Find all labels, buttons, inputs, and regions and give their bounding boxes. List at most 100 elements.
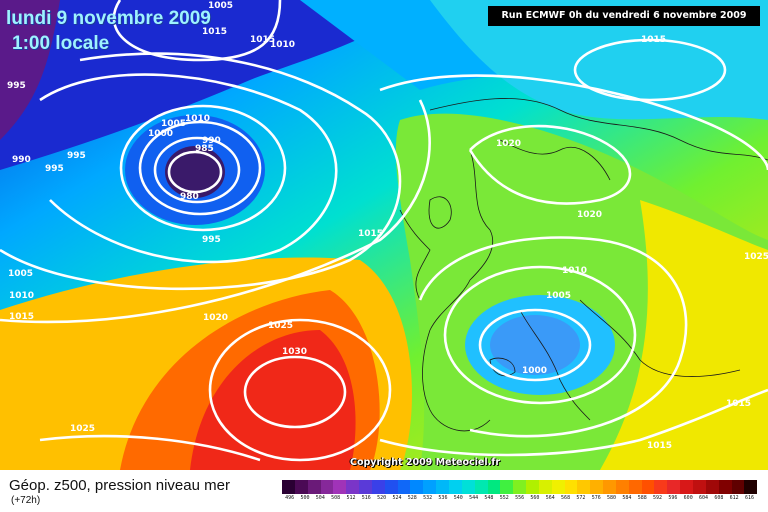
legend-value: 568 (561, 495, 571, 501)
isobar-label: 1015 (641, 35, 666, 45)
isobar-label: 1025 (744, 252, 768, 262)
legend-swatch (487, 480, 501, 494)
isobar-label: 1005 (161, 119, 186, 129)
isobar-label: 1005 (8, 269, 33, 279)
legend-swatch (346, 480, 360, 494)
isobar-label: 1015 (726, 399, 751, 409)
legend-value: 512 (346, 495, 356, 501)
legend-swatch (667, 480, 681, 494)
field-description: Géop. z500, pression niveau mer (9, 477, 230, 494)
legend-swatch (551, 480, 565, 494)
legend-swatch (538, 480, 552, 494)
isobar-label: 1030 (282, 347, 307, 357)
isobar-label: 1020 (496, 139, 521, 149)
legend-value: 508 (331, 495, 341, 501)
legend-swatch (320, 480, 334, 494)
isobar-label: 995 (45, 164, 64, 174)
legend-value: 592 (653, 495, 663, 501)
isobar-label: 1010 (562, 266, 587, 276)
legend-swatch (590, 480, 604, 494)
isobar-label: 980 (180, 192, 199, 202)
very-low-z500-region (0, 0, 60, 140)
legend-value: 500 (300, 495, 310, 501)
legend-swatch (705, 480, 719, 494)
legend-swatch (461, 480, 475, 494)
legend-swatch (641, 480, 655, 494)
legend-value: 560 (530, 495, 540, 501)
legend-value: 564 (545, 495, 555, 501)
isobar-label: 1005 (546, 291, 571, 301)
atlantic-low-core (165, 146, 225, 198)
isobar-label: 1005 (208, 1, 233, 11)
legend-swatch (693, 480, 706, 494)
legend-value: 600 (683, 495, 693, 501)
weather-map: 1005 1015 1015 1010 995 990 995 995 1010… (0, 0, 768, 470)
copyright-notice: Copyright 2009 Meteociel.fr (350, 457, 501, 468)
color-scale-legend: 496 500 504 508 512 516 520 524 528 532 536 540 544 5… (282, 480, 758, 502)
legend-swatch (384, 480, 398, 494)
legend-value: 504 (315, 495, 325, 501)
legend-swatch (436, 480, 449, 494)
isobars (0, 0, 768, 460)
isobar-label: 1025 (268, 321, 293, 331)
legend-swatch (500, 480, 514, 494)
legend-value: 516 (361, 495, 371, 501)
legend-swatch (564, 480, 578, 494)
legend-swatch (513, 480, 527, 494)
legend-value: 588 (637, 495, 647, 501)
legend-value: 576 (591, 495, 601, 501)
isobar-label: 1015 (202, 27, 227, 37)
forecast-local-time: 1:00 locale (12, 33, 110, 54)
legend-value: 520 (377, 495, 387, 501)
legend-swatch (615, 480, 629, 494)
legend-swatch (371, 480, 385, 494)
legend-value: 596 (668, 495, 678, 501)
legend-swatch (718, 480, 732, 494)
lead-time: (+72h) (11, 495, 41, 506)
legend-swatch (333, 480, 347, 494)
legend-value: 540 (453, 495, 463, 501)
isobar-label: 1010 (9, 291, 34, 301)
isobar-label: 985 (195, 144, 214, 154)
legend-swatch (282, 480, 295, 494)
legend-value: 608 (714, 495, 724, 501)
isobar-label: 995 (7, 81, 26, 91)
legend-swatch (744, 480, 758, 494)
legend-value: 604 (699, 495, 709, 501)
legend-swatch (603, 480, 616, 494)
legend-value: 524 (392, 495, 402, 501)
legend-swatch (628, 480, 642, 494)
legend-swatch (307, 480, 321, 494)
isobar-labels: 1005 1015 1015 1010 995 990 995 995 1010… (7, 1, 768, 451)
isobar-label: 1020 (203, 313, 228, 323)
northeast-cyan-region (430, 0, 768, 120)
isobar-label: 1000 (522, 366, 547, 376)
legend-value: 544 (469, 495, 479, 501)
coastlines (399, 98, 768, 432)
legend-swatch (294, 480, 308, 494)
isobar-label: 995 (202, 235, 221, 245)
legend-swatch (397, 480, 411, 494)
legend-swatch (423, 480, 437, 494)
legend-value: 612 (729, 495, 739, 501)
legend-swatch (410, 480, 424, 494)
isobar-label: 1015 (647, 441, 672, 451)
legend-value-labels: 496 500 504 508 512 516 520 524 528 532 536 540 544 5… (282, 494, 757, 502)
eastern-yellow-region (600, 200, 768, 470)
isobar-label: 1000 (148, 129, 173, 139)
low-z500-region (0, 0, 420, 170)
legend-value: 556 (515, 495, 525, 501)
isobar-label: 1010 (270, 40, 295, 50)
legend-swatch (448, 480, 462, 494)
legend-swatch (654, 480, 668, 494)
legend-value: 584 (622, 495, 632, 501)
isobar-label: 990 (12, 155, 31, 165)
legend-swatch (526, 480, 539, 494)
italy-low-core (490, 315, 580, 375)
legend-swatch (731, 480, 745, 494)
legend-value: 580 (607, 495, 617, 501)
isobar-label: 1015 (358, 229, 383, 239)
model-run-info: Run ECMWF 0h du vendredi 6 novembre 2009 (488, 6, 760, 26)
isobar-label: 1025 (70, 424, 95, 434)
